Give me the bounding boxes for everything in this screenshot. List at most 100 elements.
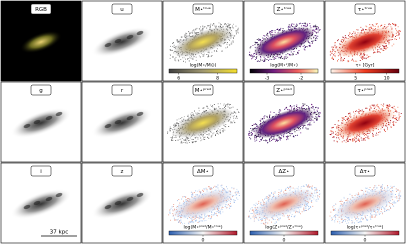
pixel — [270, 196, 271, 197]
pixel — [231, 107, 232, 108]
pixel — [309, 43, 310, 44]
pixel — [178, 140, 179, 141]
pixel — [343, 220, 344, 221]
pixel — [303, 25, 304, 26]
pixel — [249, 133, 250, 134]
pixel — [398, 35, 399, 36]
pixel — [250, 55, 251, 56]
pixel — [316, 33, 317, 34]
pixel — [382, 188, 383, 189]
pixel — [286, 107, 287, 108]
pixel — [273, 139, 274, 140]
pixel — [200, 26, 201, 27]
pixel — [358, 30, 359, 31]
pixel — [399, 34, 400, 35]
pixel — [254, 218, 255, 219]
pixel — [371, 107, 372, 108]
pixel — [302, 128, 303, 129]
pixel — [292, 23, 293, 24]
pixel — [291, 216, 292, 217]
pixel — [304, 104, 305, 105]
pixel — [342, 118, 343, 119]
pixel — [225, 26, 226, 27]
pixel — [390, 127, 391, 128]
pixel — [269, 140, 270, 141]
panel: ΔM⋆log(M⋆ᵖʳᵉᵈ/M⋆ᵗʳᵘᵉ)0 — [163, 163, 243, 244]
pixel — [212, 55, 213, 56]
pixel — [279, 112, 280, 113]
pixel — [312, 104, 313, 105]
pixel — [217, 211, 218, 212]
pixel — [292, 214, 293, 215]
pixel — [296, 24, 297, 25]
pixel — [380, 132, 381, 133]
colorbar-tick-label: -3 — [265, 76, 270, 82]
pixel — [305, 26, 306, 27]
pixel — [310, 123, 311, 124]
pixel — [280, 58, 281, 59]
pixel — [174, 218, 175, 219]
pixel — [204, 220, 205, 221]
pixel — [348, 35, 349, 36]
pixel — [342, 141, 343, 142]
pixel — [213, 23, 214, 24]
pixel — [198, 222, 199, 223]
pixel — [356, 141, 357, 142]
pixel — [384, 130, 385, 131]
pixel — [369, 24, 370, 25]
pixel — [179, 139, 180, 140]
pixel — [287, 187, 288, 188]
pixel — [340, 201, 341, 202]
pixel — [355, 32, 356, 33]
pixel — [262, 118, 263, 119]
pixel — [274, 139, 275, 140]
pixel — [387, 187, 388, 188]
pixel — [333, 137, 334, 138]
pixel — [172, 43, 173, 44]
pixel — [171, 208, 172, 209]
pixel — [334, 210, 335, 211]
pixel — [348, 61, 349, 62]
pixel — [275, 32, 276, 33]
pixel — [215, 135, 216, 136]
pixel — [178, 219, 179, 220]
pixel — [254, 56, 255, 57]
pixel — [177, 123, 178, 124]
pixel — [299, 211, 300, 212]
colorbar — [169, 231, 237, 235]
pixel — [269, 32, 270, 33]
colorbar-tick-label: 0 — [364, 238, 367, 244]
pixel — [198, 139, 199, 140]
pixel — [255, 59, 256, 60]
pixel — [238, 29, 239, 30]
colorbar — [250, 231, 318, 235]
pixel — [264, 61, 265, 62]
pixel — [187, 116, 188, 117]
pixel — [172, 46, 173, 47]
pixel — [192, 112, 193, 113]
pixel — [269, 220, 270, 221]
pixel — [179, 119, 180, 120]
pixel — [396, 191, 397, 192]
pixel — [203, 191, 204, 192]
pixel — [178, 42, 179, 43]
pixel — [363, 56, 364, 57]
pixel — [317, 110, 318, 111]
pixel — [225, 47, 226, 48]
pixel — [238, 111, 239, 112]
pixel — [376, 188, 377, 189]
colorbar-tick-label: 6 — [177, 76, 180, 82]
pixel — [296, 106, 297, 107]
pixel — [287, 215, 288, 216]
pixel — [331, 134, 332, 135]
pixel — [217, 48, 218, 49]
colorbar — [169, 69, 237, 73]
pixel — [335, 45, 336, 46]
pixel — [217, 130, 218, 131]
pixel — [216, 215, 217, 216]
pixel — [271, 140, 272, 141]
pixel — [167, 133, 168, 134]
pixel — [378, 185, 379, 186]
pixel — [199, 110, 200, 111]
pixel — [221, 185, 222, 186]
